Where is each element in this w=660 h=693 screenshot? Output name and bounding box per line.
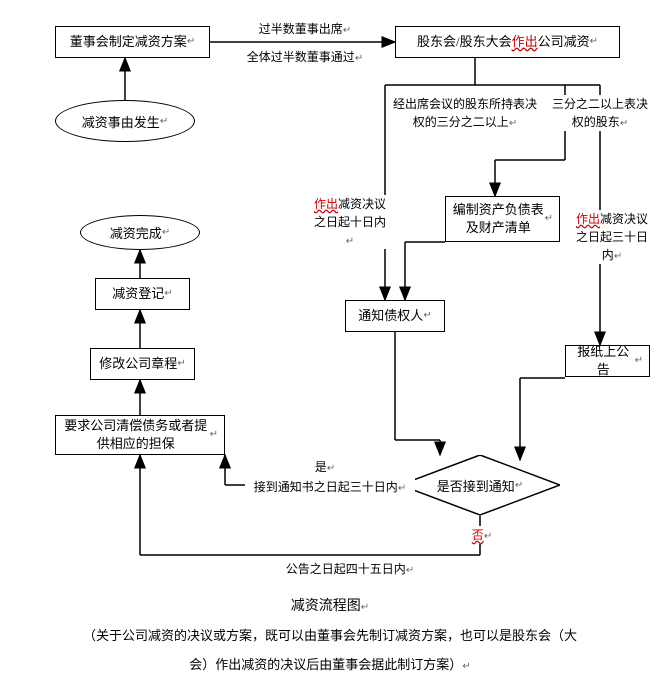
label-no: 否↵ <box>467 526 497 544</box>
label-no-note: 公告之日起四十五日内↵ <box>260 560 440 578</box>
node-notify-creditors: 通知债权人↵ <box>345 300 445 332</box>
diagram-title: 减资流程图↵ <box>0 595 660 615</box>
label-two-thirds-shareholders: 三分之二以上表决权的股东↵ <box>550 95 650 131</box>
node-shareholder-meeting: 股东会/股东大会作出公司减资↵ <box>395 26 620 58</box>
node-complete: 减资完成↵ <box>80 215 200 250</box>
label-thirty-days: 作出减资决议之日起三十日内↵ <box>572 210 652 264</box>
label-majority-attend: 过半数董事出席↵ <box>235 20 375 38</box>
node-start-event: 减资事由发生↵ <box>55 100 195 142</box>
label-yes: 是↵ <box>310 458 340 476</box>
label-yes-note: 接到通知书之日起三十日内↵ <box>245 478 415 496</box>
node-register: 减资登记↵ <box>95 278 190 310</box>
diagram-caption: （关于公司减资的决议或方案，既可以由董事会先制订减资方案，也可以是股东会（大 会… <box>0 622 660 679</box>
label-majority-pass: 全体过半数董事通过↵ <box>225 48 385 66</box>
node-balance-sheet: 编制资产负债表及财产清单↵ <box>445 196 560 242</box>
node-amend-articles: 修改公司章程↵ <box>90 348 195 380</box>
label-ten-days: 作出减资决议之日起十日内↵ <box>310 195 390 249</box>
node-repay-debt: 要求公司清偿债务或者提供相应的担保↵ <box>55 415 225 455</box>
node-newspaper: 报纸上公告↵ <box>565 345 650 377</box>
label-two-thirds-voting: 经出席会议的股东所持表决权的三分之二以上↵ <box>390 95 540 131</box>
node-board-plan: 董事会制定减资方案↵ <box>55 26 210 58</box>
node-decision-notified: 是否接到通知↵ <box>400 455 560 515</box>
